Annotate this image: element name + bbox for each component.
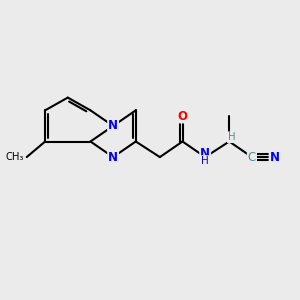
Text: N: N [200, 147, 210, 160]
Text: N: N [108, 151, 118, 164]
Text: N: N [108, 119, 118, 132]
Text: H: H [201, 156, 209, 166]
Text: H: H [228, 132, 235, 142]
Text: O: O [178, 110, 188, 122]
Text: CH₃: CH₃ [5, 152, 24, 162]
Text: C: C [248, 151, 256, 164]
Text: N: N [270, 151, 280, 164]
